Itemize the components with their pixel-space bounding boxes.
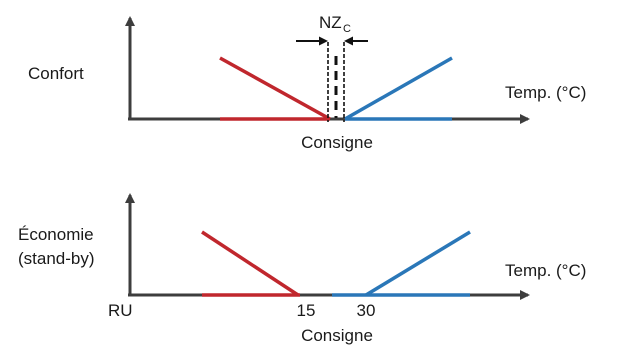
economy-tick-left: 15	[297, 301, 316, 320]
comfort-setpoint-label: Consigne	[301, 133, 373, 152]
economy-axis-label: Temp. (°C)	[505, 261, 586, 280]
economy-tick-right: 30	[357, 301, 376, 320]
economy-panel: Économie (stand-by) Temp. (°C) RU 15 30 …	[18, 193, 586, 345]
economy-cooling-slope	[365, 230, 471, 297]
economy-mode-label-line1: Économie	[18, 225, 94, 244]
comfort-panel: NZ C Confort Temp. (°C) Consigne	[28, 13, 586, 152]
economy-heating-slope	[201, 230, 299, 297]
comfort-axis-label: Temp. (°C)	[505, 83, 586, 102]
comfort-mode-label: Confort	[28, 64, 84, 83]
economy-mode-label-line2: (stand-by)	[18, 249, 95, 268]
dead-zone-label: NZ	[319, 13, 342, 32]
comfort-heating-slope	[219, 56, 331, 121]
economy-setpoint-label: Consigne	[301, 326, 373, 345]
dead-zone-lines	[327, 42, 345, 122]
comfort-cooling-slope	[344, 56, 453, 121]
economy-origin-label: RU	[108, 301, 133, 320]
dead-zone-subscript: C	[343, 23, 351, 35]
